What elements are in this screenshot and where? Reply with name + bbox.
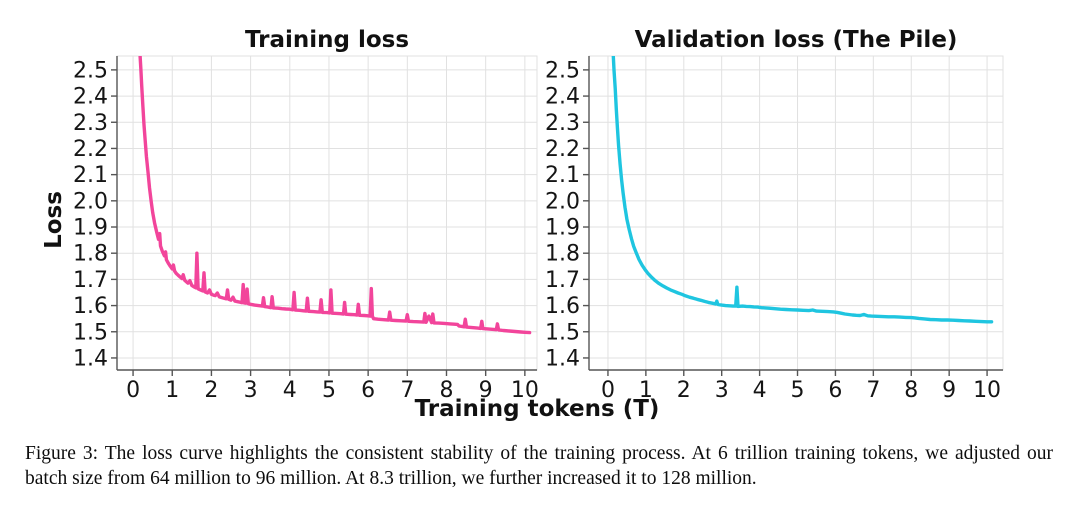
y-tick-label: 1.7 <box>545 268 580 293</box>
y-tick-label: 1.5 <box>73 320 108 345</box>
x-tick-label: 9 <box>479 378 493 403</box>
x-tick-label: 5 <box>791 378 805 403</box>
plot-border <box>588 55 1004 371</box>
loss-figure: 0 1 2 3 4 5 6 7 8 9 10 1.4 1.5 1.6 1.7 1.8 1.9 2.0 2.1 2.2 2… <box>41 27 1004 422</box>
x-tick-label: 2 <box>677 378 691 403</box>
y-tick-label: 1.8 <box>73 242 108 267</box>
y-tick-label: 2.0 <box>73 189 108 214</box>
training-loss-chart: 0 1 2 3 4 5 6 7 8 9 101.41.51.61.71.81.92.02.12.22… <box>73 55 539 403</box>
loss-figure-svg: 0 1 2 3 4 5 6 7 8 9 101.41.51.61.71.81.92.02.12.22… <box>41 27 1004 422</box>
x-tick-label: 8 <box>439 378 453 403</box>
y-tick-label: 2.5 <box>73 58 108 83</box>
x-tick-label: 7 <box>866 378 880 403</box>
y-tick-label: 1.9 <box>73 216 108 241</box>
y-tick-label: 1.6 <box>545 294 580 319</box>
x-tick-label: 6 <box>361 378 375 403</box>
y-tick-label: 1.8 <box>545 242 580 267</box>
x-tick-label: 9 <box>942 378 956 403</box>
x-tick-label: 6 <box>828 378 842 403</box>
x-tick-label: 4 <box>753 378 767 403</box>
training-loss-curve <box>138 56 532 335</box>
axes-spines <box>583 56 1003 376</box>
x-tick-label: 1 <box>165 378 179 403</box>
y-tick-label: 2.3 <box>73 111 108 136</box>
validation-loss-title: Validation loss (The Pile) <box>635 27 958 53</box>
validation-loss-curve <box>611 56 994 324</box>
x-tick-label: 3 <box>244 378 258 403</box>
y-tick-label: 1.9 <box>545 216 580 241</box>
y-axis-label: Loss <box>41 191 67 249</box>
grid-lines <box>117 56 537 370</box>
y-tick-label: 1.6 <box>73 294 108 319</box>
x-tick-label: 0 <box>601 378 615 403</box>
y-tick-label: 2.5 <box>545 58 580 83</box>
y-tick-label: 1.4 <box>73 346 108 371</box>
x-tick-label: 3 <box>715 378 729 403</box>
grid-lines <box>589 56 1003 370</box>
y-tick-label: 2.1 <box>73 163 108 188</box>
x-tick-label: 0 <box>126 378 140 403</box>
y-tick-label: 2.3 <box>545 111 580 136</box>
validation-loss-chart: 0 1 2 3 4 5 6 7 8 9 101.41.51.61.71.81.92.02.12.22… <box>545 55 1004 403</box>
x-axis-label: Training tokens (T) <box>415 396 660 422</box>
y-tick-label: 2.4 <box>545 85 580 110</box>
y-tick-label: 2.0 <box>545 189 580 214</box>
y-tick-label: 2.2 <box>545 137 580 162</box>
x-tick-label: 7 <box>400 378 414 403</box>
y-tick-label: 2.4 <box>73 85 108 110</box>
training-loss-title: Training loss <box>245 27 409 53</box>
axes-spines <box>111 56 537 376</box>
tick-labels: 0 1 2 3 4 5 6 7 8 9 101.41.51.61.71.81.92.02.12.22… <box>73 58 539 403</box>
x-tick-label: 8 <box>904 378 918 403</box>
figure-caption: Figure 3: The loss curve highlights the … <box>25 443 1053 489</box>
y-tick-label: 1.7 <box>73 268 108 293</box>
tick-labels: 0 1 2 3 4 5 6 7 8 9 101.41.51.61.71.81.92.02.12.22… <box>545 58 1001 403</box>
y-tick-label: 2.1 <box>545 163 580 188</box>
y-tick-label: 1.4 <box>545 346 580 371</box>
y-tick-label: 2.2 <box>73 137 108 162</box>
x-tick-label: 10 <box>511 378 539 403</box>
y-tick-label: 1.5 <box>545 320 580 345</box>
plot-border <box>116 55 538 371</box>
x-tick-label: 4 <box>283 378 297 403</box>
x-tick-label: 2 <box>204 378 218 403</box>
x-tick-label: 1 <box>639 378 653 403</box>
x-tick-label: 5 <box>322 378 336 403</box>
x-tick-label: 10 <box>973 378 1001 403</box>
